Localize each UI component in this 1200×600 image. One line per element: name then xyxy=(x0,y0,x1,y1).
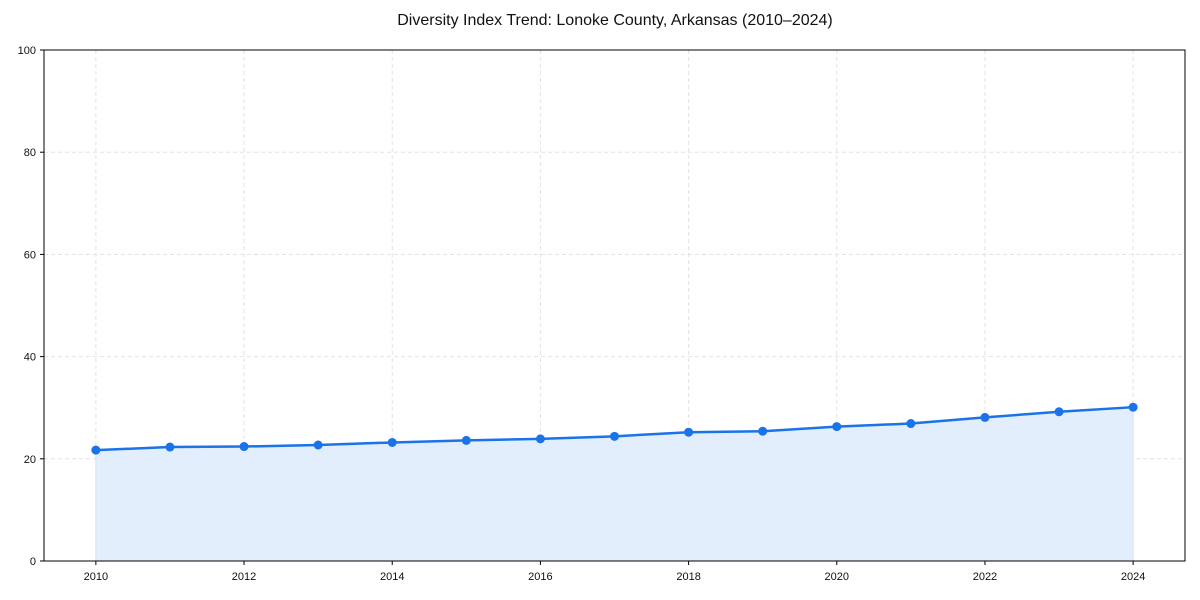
x-tick-label: 2022 xyxy=(973,571,997,583)
y-tick-label: 100 xyxy=(18,45,36,57)
x-tick-label: 2018 xyxy=(676,571,700,583)
data-point xyxy=(1128,402,1138,412)
x-tick-label: 2012 xyxy=(232,571,256,583)
data-point xyxy=(387,437,397,447)
x-tick-label: 2016 xyxy=(528,571,552,583)
x-axis: 2010 2012 2014 2016 2018 2020 2022 2024 xyxy=(84,561,1145,583)
x-tick-label: 2014 xyxy=(380,571,404,583)
data-point xyxy=(461,435,471,445)
plot-frame xyxy=(43,49,1186,562)
data-point xyxy=(758,426,768,436)
data-point xyxy=(239,442,249,452)
data-point xyxy=(165,442,175,452)
x-tick-label: 2024 xyxy=(1121,571,1145,583)
area-fill xyxy=(95,406,1134,562)
y-axis: 0 20 40 60 80 100 xyxy=(18,45,44,568)
data-point xyxy=(91,445,101,455)
data-point xyxy=(684,427,694,437)
data-point xyxy=(980,412,990,422)
data-points xyxy=(91,402,1138,455)
data-point xyxy=(1054,407,1064,417)
y-tick-label: 60 xyxy=(24,249,36,261)
y-tick-label: 80 xyxy=(24,147,36,159)
y-tick-label: 20 xyxy=(24,454,36,466)
data-point xyxy=(535,434,545,444)
data-point xyxy=(313,440,323,450)
x-tick-label: 2020 xyxy=(825,571,849,583)
y-tick-label: 0 xyxy=(30,556,36,568)
x-tick-label: 2010 xyxy=(84,571,108,583)
data-point xyxy=(832,422,842,432)
chart-title: Diversity Index Trend: Lonoke County, Ar… xyxy=(397,12,833,29)
data-point xyxy=(906,419,916,429)
y-tick-label: 40 xyxy=(24,352,36,364)
data-point xyxy=(610,431,619,441)
